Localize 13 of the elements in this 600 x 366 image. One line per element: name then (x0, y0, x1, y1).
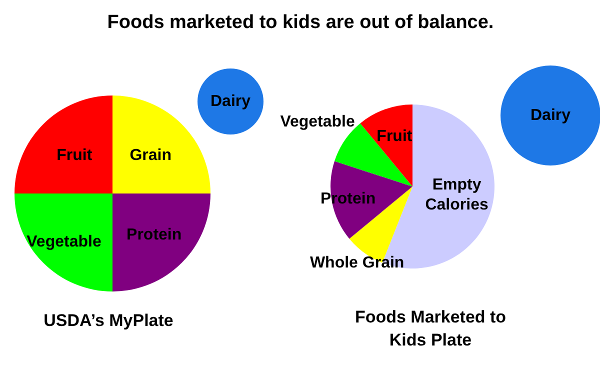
slice-label: Fruit (376, 128, 413, 145)
slice-label: Whole Grain (310, 254, 404, 272)
slice-label: Vegetable (280, 113, 356, 130)
text: Foods marketed to kids are out of balance. (107, 12, 494, 33)
slice-label: Dairy (210, 93, 251, 110)
slice-label: Fruit (56, 146, 93, 164)
slice-label: Empty Calories (425, 176, 488, 214)
slice-label: Protein (126, 226, 182, 244)
text: USDA’s MyPlate (44, 311, 174, 330)
slice-label: Dairy (530, 107, 571, 124)
slice-label: Grain (130, 146, 172, 164)
slice-label: Vegetable (26, 234, 102, 251)
text: Foods Marketed to Kids Plate (354, 308, 506, 350)
